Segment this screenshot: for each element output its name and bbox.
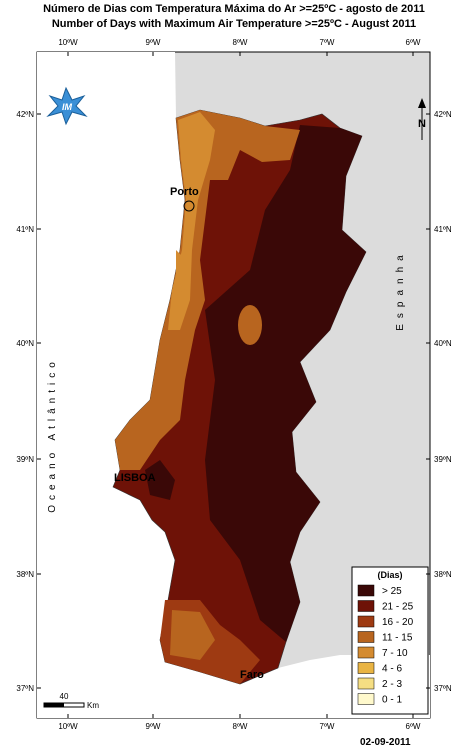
lon-label: 6ºW xyxy=(406,38,421,47)
legend: (Dias) > 25 21 - 25 16 - 20 11 - 15 7 - 10 4 … xyxy=(351,566,429,715)
place-label: Faro xyxy=(240,669,264,681)
zone xyxy=(145,460,175,500)
legend-swatch xyxy=(357,677,375,690)
place-label: LISBOA xyxy=(114,472,156,484)
legend-swatch xyxy=(357,662,375,674)
north-arrow: N xyxy=(418,98,426,140)
legend-swatch xyxy=(357,584,375,597)
legend-label: 7 - 10 xyxy=(382,648,408,659)
title-en: Number of Days with Maximum Air Temperat… xyxy=(52,18,416,30)
lat-label: 40ºN xyxy=(16,339,34,348)
lon-label: 10ºW xyxy=(58,38,78,47)
date: 02-09-2011 xyxy=(360,737,411,748)
zone xyxy=(170,610,215,660)
lat-label: 40ºN xyxy=(434,339,452,348)
lat-label: 37ºN xyxy=(16,684,34,693)
legend-label: 0 - 1 xyxy=(382,695,402,706)
lat-label: 39ºN xyxy=(434,455,452,464)
lat-label: 41ºN xyxy=(16,225,34,234)
lon-label: 9ºW xyxy=(146,722,161,731)
legend-swatch xyxy=(357,646,375,659)
lat-label: 42ºN xyxy=(434,110,452,119)
ocean xyxy=(37,52,430,718)
legend-title: (Dias) xyxy=(377,570,402,580)
lat-label: 38ºN xyxy=(16,570,34,579)
lon-label: 7ºW xyxy=(320,722,335,731)
porto-marker xyxy=(183,200,195,212)
legend-label: 11 - 15 xyxy=(382,633,413,644)
lon-label: 6ºW xyxy=(406,722,421,731)
legend-label: 21 - 25 xyxy=(382,602,414,613)
zone xyxy=(205,125,366,642)
zone xyxy=(238,305,262,345)
legend-label: 16 - 20 xyxy=(382,617,414,628)
legend-label: 4 - 6 xyxy=(382,664,402,675)
scale-unit: Km xyxy=(87,701,99,710)
title-pt: Número de Dias com Temperatura Máxima do… xyxy=(43,3,425,15)
legend-swatch xyxy=(357,600,375,612)
lon-label: 8ºW xyxy=(233,722,248,731)
lat-label: 42ºN xyxy=(16,110,34,119)
place-label: Porto xyxy=(170,186,199,198)
legend-label: 2 - 3 xyxy=(382,679,402,690)
zone xyxy=(115,110,300,470)
lon-label: 10ºW xyxy=(58,722,78,731)
lat-label: 41ºN xyxy=(434,225,452,234)
scale-bar: 40 Km xyxy=(43,692,99,710)
north-label: N xyxy=(418,118,426,130)
legend-swatch xyxy=(357,615,375,628)
lat-label: 39ºN xyxy=(16,455,34,464)
lat-label: 37ºN xyxy=(434,684,452,693)
country-label: Espanha xyxy=(395,249,406,330)
scale-value: 40 xyxy=(60,692,69,701)
zone xyxy=(176,250,186,295)
lat-label: 38ºN xyxy=(434,570,452,579)
legend-swatch xyxy=(357,693,375,705)
legend-label: > 25 xyxy=(382,586,402,597)
lon-label: 9ºW xyxy=(146,38,161,47)
logo: IM xyxy=(46,86,88,126)
legend-swatch xyxy=(357,631,375,643)
lon-label: 8ºW xyxy=(233,38,248,47)
map-frame: Porto LISBOA Faro Oceano Atlântico Espan… xyxy=(36,51,431,719)
ocean-label: Oceano Atlântico xyxy=(47,357,58,513)
lon-label: 7ºW xyxy=(320,38,335,47)
logo-text: IM xyxy=(62,102,73,112)
